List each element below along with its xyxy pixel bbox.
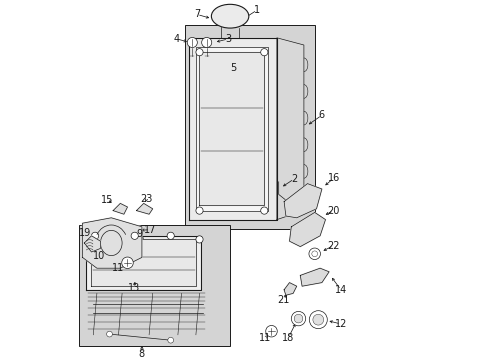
- Circle shape: [260, 49, 267, 56]
- Text: 2: 2: [290, 174, 297, 184]
- Circle shape: [167, 232, 174, 239]
- Text: 10: 10: [92, 251, 104, 261]
- Circle shape: [309, 311, 326, 329]
- Circle shape: [122, 257, 133, 269]
- Polygon shape: [136, 203, 152, 214]
- Circle shape: [201, 37, 211, 48]
- Circle shape: [311, 251, 317, 257]
- Text: 17: 17: [143, 225, 156, 235]
- Circle shape: [187, 37, 197, 48]
- Circle shape: [167, 337, 173, 343]
- Text: 1: 1: [254, 5, 260, 15]
- Text: 23: 23: [140, 194, 152, 204]
- Circle shape: [106, 331, 112, 337]
- Polygon shape: [82, 218, 142, 268]
- Text: 6: 6: [318, 110, 325, 120]
- Polygon shape: [86, 236, 201, 290]
- Circle shape: [294, 314, 302, 323]
- Bar: [79, 225, 230, 346]
- Bar: [185, 25, 314, 229]
- Text: 16: 16: [327, 173, 339, 183]
- Circle shape: [260, 207, 267, 214]
- Circle shape: [131, 232, 138, 239]
- Polygon shape: [84, 236, 101, 252]
- Polygon shape: [284, 184, 321, 218]
- Polygon shape: [188, 38, 276, 220]
- Circle shape: [196, 207, 203, 214]
- Text: 15: 15: [101, 195, 113, 205]
- Polygon shape: [276, 38, 303, 220]
- Text: 21: 21: [277, 294, 289, 305]
- Polygon shape: [199, 52, 264, 205]
- Polygon shape: [91, 239, 196, 286]
- Text: 12: 12: [334, 319, 346, 329]
- Text: 19: 19: [79, 228, 91, 238]
- Text: 14: 14: [334, 285, 346, 295]
- Text: 7: 7: [193, 9, 200, 19]
- Text: 22: 22: [327, 240, 339, 251]
- Text: 9: 9: [136, 229, 142, 239]
- Circle shape: [196, 236, 203, 243]
- Text: 8: 8: [139, 348, 144, 359]
- Circle shape: [196, 49, 203, 56]
- Polygon shape: [196, 47, 267, 211]
- Circle shape: [312, 314, 323, 325]
- Circle shape: [308, 248, 320, 260]
- Circle shape: [291, 311, 305, 326]
- Text: 4: 4: [173, 34, 180, 44]
- Text: 18: 18: [282, 333, 294, 343]
- Polygon shape: [284, 283, 296, 295]
- Text: 3: 3: [225, 34, 231, 44]
- Text: 13: 13: [127, 283, 140, 293]
- Polygon shape: [300, 268, 328, 286]
- Polygon shape: [289, 212, 325, 247]
- Circle shape: [91, 232, 99, 239]
- Text: 11: 11: [259, 333, 271, 343]
- Text: 20: 20: [327, 206, 339, 216]
- Circle shape: [265, 325, 277, 337]
- Text: 5: 5: [229, 63, 236, 73]
- Text: 11: 11: [111, 263, 123, 273]
- Ellipse shape: [211, 4, 248, 28]
- Polygon shape: [113, 203, 127, 214]
